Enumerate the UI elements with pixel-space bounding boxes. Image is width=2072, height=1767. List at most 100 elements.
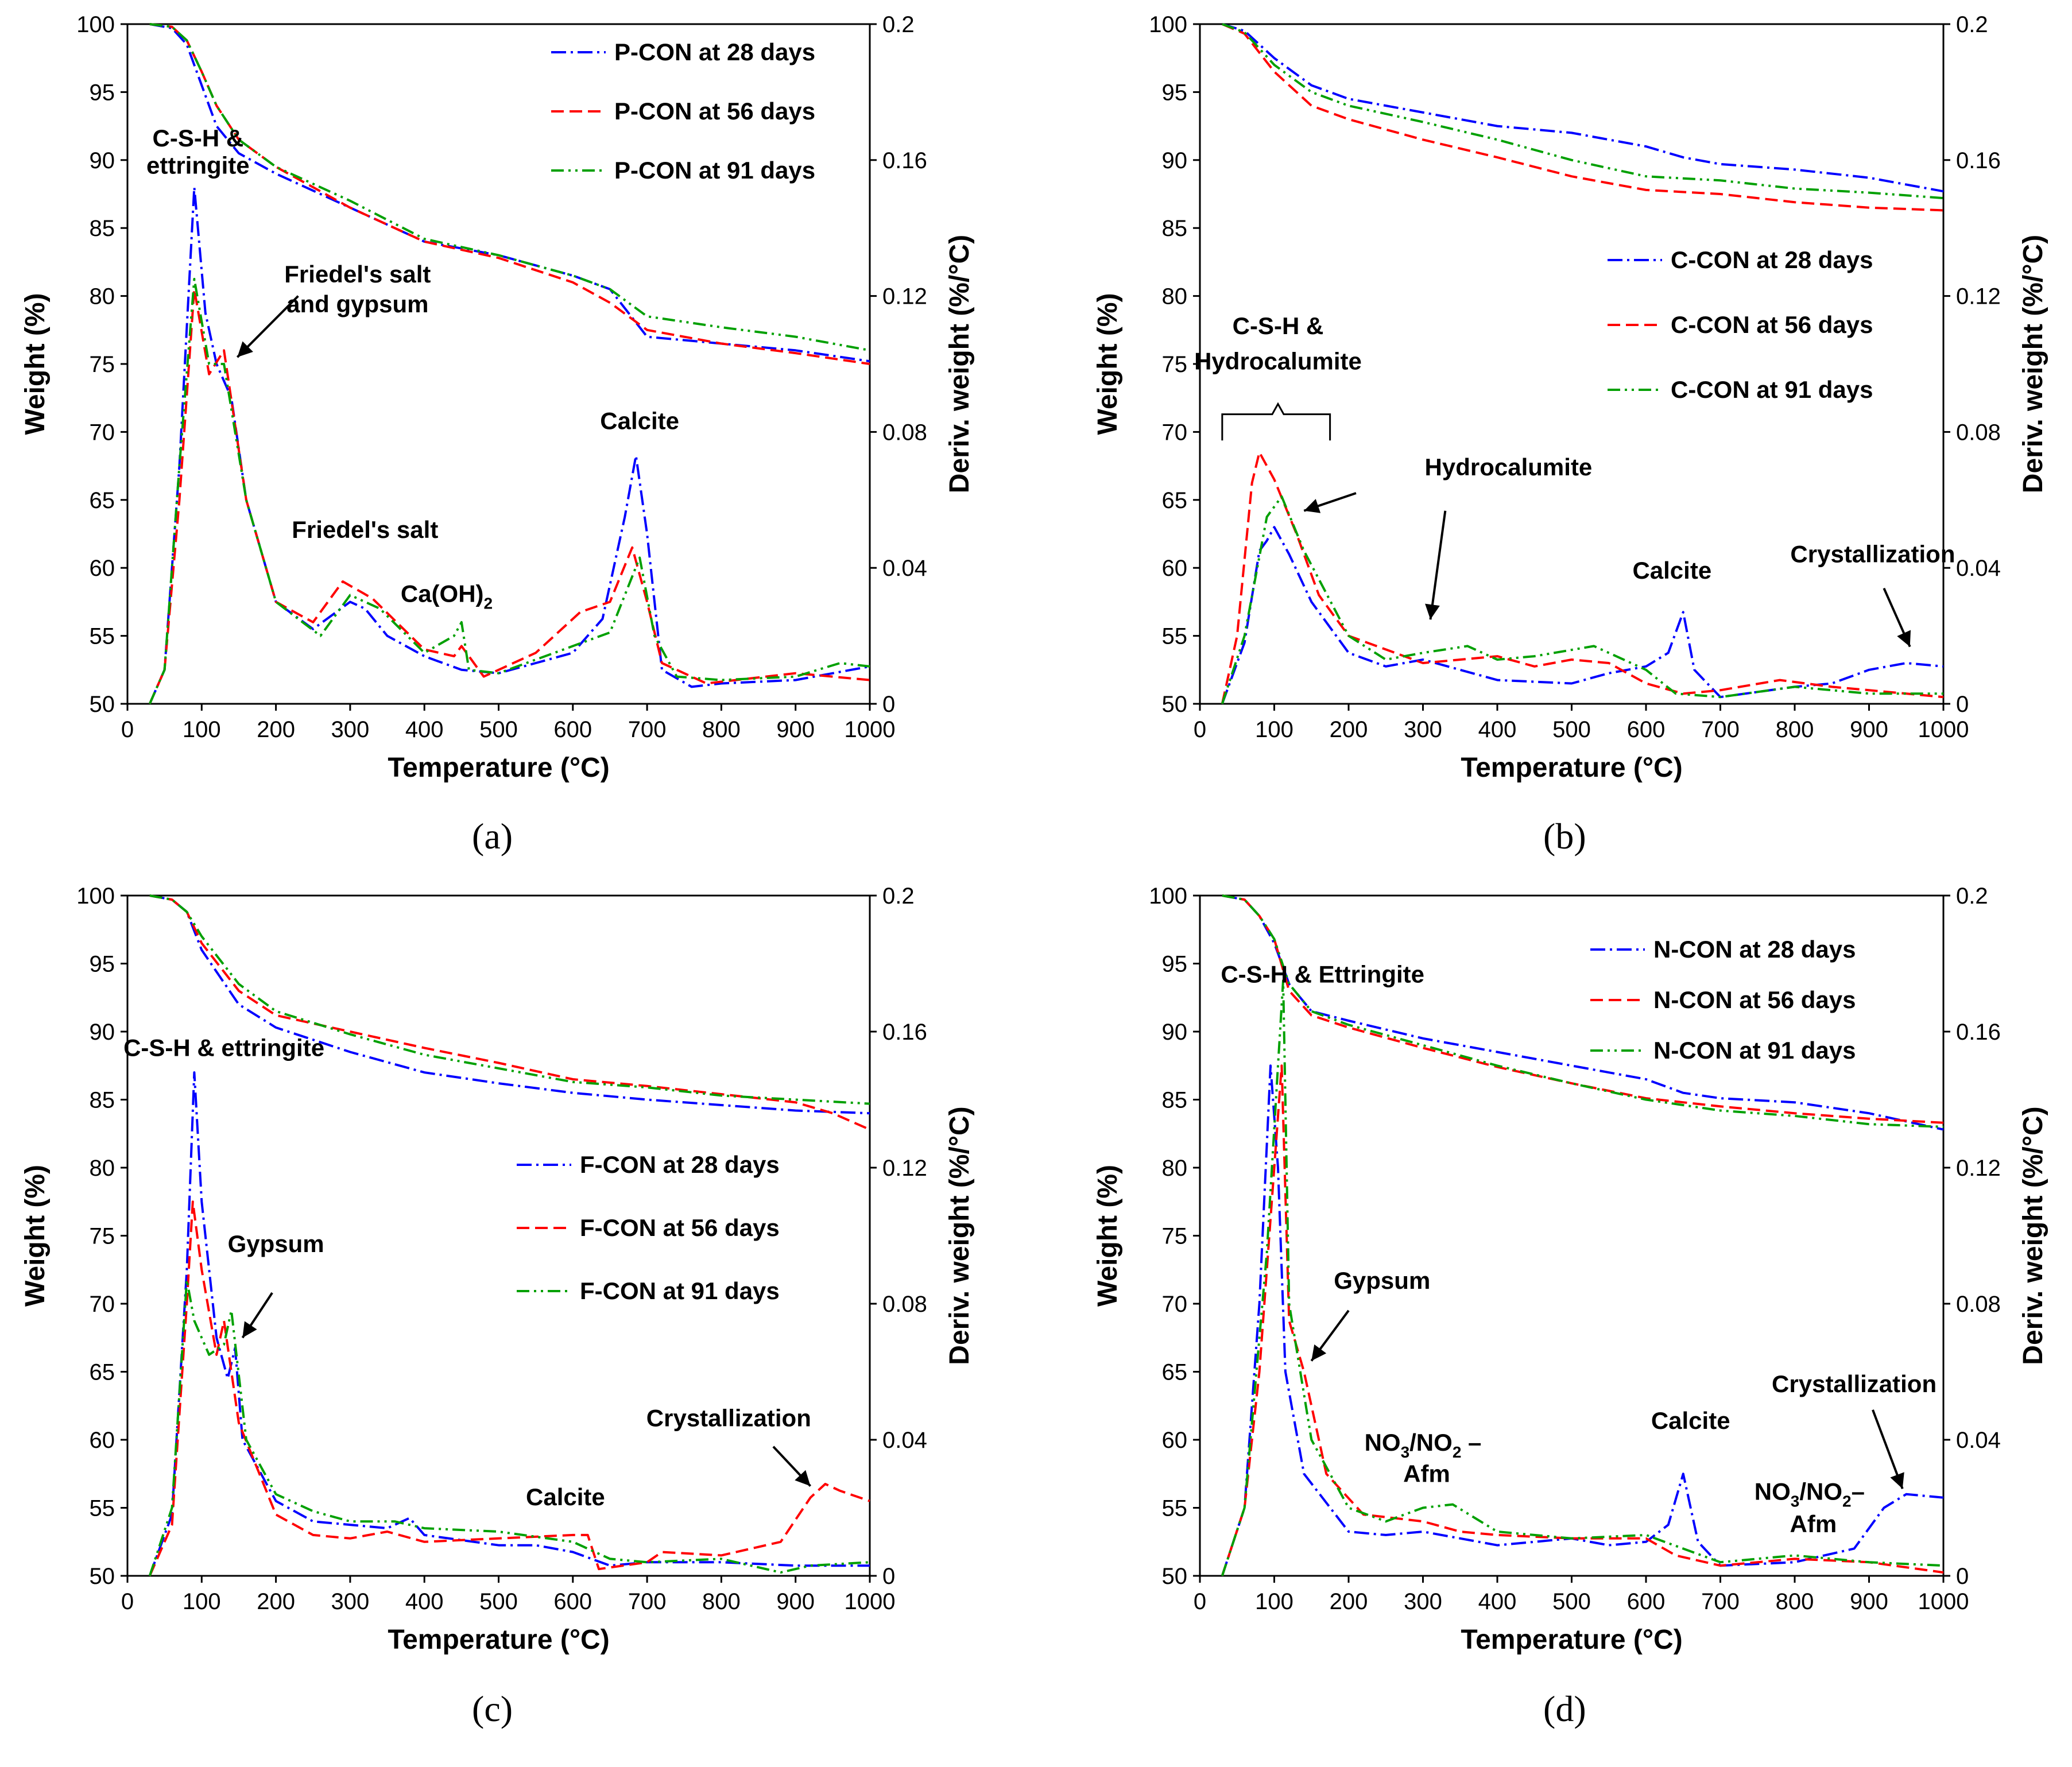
annotation-label: C-S-H & ettringite xyxy=(123,1034,324,1061)
y-right-tick-label: 0 xyxy=(882,692,895,717)
legend-entry: C-CON at 56 days xyxy=(1671,311,1873,338)
x-tick-label: 800 xyxy=(702,717,741,742)
annotation-label: Crystallization xyxy=(1790,541,1955,568)
y-left-tick-label: 95 xyxy=(90,80,115,105)
y-right-tick-label: 0.04 xyxy=(882,1428,927,1453)
x-tick-label: 500 xyxy=(479,1589,518,1614)
y-right-tick-label: 0.08 xyxy=(882,1292,927,1317)
y-right-tick-label: 0.12 xyxy=(1956,284,2001,309)
y-right-axis-label: Deriv. weight (%/°C) xyxy=(944,235,975,493)
y-left-tick-label: 90 xyxy=(1162,1020,1188,1045)
arrow-head xyxy=(1425,603,1440,620)
annotation-label: C-S-H & Ettringite xyxy=(1221,961,1424,988)
y-right-tick-label: 0.2 xyxy=(1956,12,1988,37)
annotation-label: Calcite xyxy=(1632,557,1711,584)
y-left-tick-label: 55 xyxy=(90,624,115,649)
y-right-tick-label: 0.16 xyxy=(882,148,927,173)
annotation-label: Crystallization xyxy=(646,1404,811,1431)
x-tick-label: 600 xyxy=(553,717,592,742)
x-tick-label: 600 xyxy=(1627,717,1666,742)
x-tick-label: 900 xyxy=(1850,717,1888,742)
legend-entry: P-CON at 56 days xyxy=(614,98,815,125)
y-left-tick-label: 85 xyxy=(90,1088,115,1113)
weight-series-line-1 xyxy=(149,894,870,1115)
y-left-tick-label: 55 xyxy=(1162,1496,1188,1521)
y-left-tick-label: 70 xyxy=(90,1292,115,1317)
x-tick-label: 200 xyxy=(257,717,295,742)
deriv-series-line-3 xyxy=(1221,979,1944,1576)
y-left-tick-label: 70 xyxy=(1162,420,1188,445)
y-right-tick-label: 0.04 xyxy=(1956,1428,2001,1453)
x-tick-label: 100 xyxy=(1255,717,1293,742)
y-right-tick-label: 0.12 xyxy=(882,1156,927,1181)
legend-entry: P-CON at 91 days xyxy=(614,157,815,184)
annotation-label: C-S-H & xyxy=(1233,312,1324,339)
y-left-tick-label: 60 xyxy=(1162,556,1188,581)
y-right-tick-label: 0.16 xyxy=(882,1020,927,1045)
y-left-tick-label: 50 xyxy=(90,692,115,717)
annotation-label: NO3/NO2 – xyxy=(1365,1429,1482,1461)
y-left-tick-label: 90 xyxy=(90,148,115,173)
y-right-tick-label: 0.08 xyxy=(1956,1292,2001,1317)
y-left-tick-label: 65 xyxy=(1162,1360,1188,1385)
deriv-series-line-2 xyxy=(148,288,870,704)
legend-entry: F-CON at 56 days xyxy=(580,1214,780,1241)
x-tick-label: 100 xyxy=(183,1589,221,1614)
annotation-brace xyxy=(1221,402,1331,441)
y-left-tick-label: 95 xyxy=(1162,952,1188,977)
annotation-label: Hydrocalumite xyxy=(1194,347,1362,374)
y-left-tick-label: 100 xyxy=(76,884,115,909)
y-right-axis-label: Deriv. weight (%/°C) xyxy=(2018,235,2048,493)
panel-label-c: (c) xyxy=(472,1688,513,1729)
annotation-label: Friedel's salt xyxy=(292,516,438,543)
y-left-tick-label: 90 xyxy=(90,1020,115,1045)
y-left-tick-label: 85 xyxy=(90,216,115,241)
x-tick-label: 400 xyxy=(405,1589,444,1614)
y-left-tick-label: 75 xyxy=(90,352,115,377)
y-left-tick-label: 75 xyxy=(1162,352,1188,377)
annotation-label: Afm xyxy=(1403,1460,1450,1487)
annotation-label: Gypsum xyxy=(228,1230,324,1257)
y-left-tick-label: 80 xyxy=(1162,1156,1188,1181)
y-left-tick-label: 65 xyxy=(1162,488,1188,513)
y-right-tick-label: 0.2 xyxy=(1956,884,1988,909)
x-tick-label: 400 xyxy=(1478,1589,1517,1614)
x-tick-label: 900 xyxy=(776,1589,815,1614)
annotation-label: Ca(OH)2 xyxy=(401,580,493,612)
y-left-tick-label: 50 xyxy=(90,1564,115,1589)
annotation-label: NO3/NO2– xyxy=(1755,1478,1865,1510)
weight-series-line-1 xyxy=(1222,23,1944,193)
weight-series-line-2 xyxy=(1222,23,1944,212)
y-left-tick-label: 80 xyxy=(90,284,115,309)
weight-series-line-3 xyxy=(149,23,870,352)
panel-label-d: (d) xyxy=(1543,1688,1586,1729)
annotation-label: Gypsum xyxy=(1334,1267,1430,1294)
deriv-series-line-2 xyxy=(1221,451,1944,704)
x-tick-label: 400 xyxy=(1478,717,1517,742)
annotation-label: Calcite xyxy=(1651,1407,1730,1434)
legend-entry: N-CON at 91 days xyxy=(1653,1037,1856,1064)
y-left-tick-label: 50 xyxy=(1162,1564,1188,1589)
arrow-head xyxy=(237,341,253,358)
y-right-tick-label: 0.04 xyxy=(882,556,927,581)
y-right-tick-label: 0 xyxy=(882,1564,895,1589)
y-left-axis-label: Weight (%) xyxy=(20,1165,51,1307)
y-right-tick-label: 0 xyxy=(1956,1564,1969,1589)
deriv-series-line-2 xyxy=(148,1200,870,1576)
x-tick-label: 300 xyxy=(331,717,370,742)
x-tick-label: 800 xyxy=(1776,1589,1814,1614)
y-left-axis-label: Weight (%) xyxy=(1093,293,1123,435)
annotation-label: Calcite xyxy=(526,1483,605,1510)
y-left-tick-label: 100 xyxy=(76,12,115,37)
legend-entry: C-CON at 91 days xyxy=(1671,376,1873,403)
y-left-tick-label: 85 xyxy=(1162,216,1188,241)
deriv-series-line-1 xyxy=(1221,526,1944,704)
weight-series-line-2 xyxy=(1222,894,1944,1124)
arrow-head xyxy=(242,1321,257,1338)
y-right-tick-label: 0.2 xyxy=(882,884,915,909)
weight-series-line-3 xyxy=(149,894,870,1105)
y-left-tick-label: 75 xyxy=(1162,1224,1188,1249)
weight-series-line-3 xyxy=(1222,23,1944,200)
y-left-tick-label: 60 xyxy=(90,556,115,581)
